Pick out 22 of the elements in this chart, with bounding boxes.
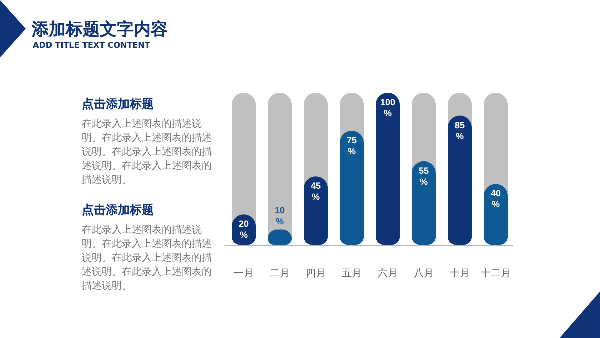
data-label: 45%: [310, 181, 322, 202]
x-tick-label: 六月: [378, 268, 398, 280]
text: 点击添加标题: [82, 96, 155, 113]
text: 在此录入上述图表的描述说明。在此录入上述图表的描述说明。在此录入上述图表的描述说明。在此录入上述图表的描述说明。: [82, 224, 213, 294]
data-label: 55%: [418, 166, 430, 187]
data-label: 75%: [346, 136, 358, 156]
data-label: 10%: [274, 205, 286, 226]
x-tick-label: 十月: [450, 268, 470, 280]
x-tick-label: 二月: [270, 268, 290, 280]
x-tick-label: 四月: [306, 268, 326, 280]
x-tick-label: 一月: [234, 268, 254, 280]
data-label: 100%: [380, 98, 396, 118]
text: 在此录入上述图表的描述说明。在此录入上述图表的描述说明。在此录入上述图表的描述说明。在此录入上述图表的描述说明。: [82, 118, 213, 188]
text: ADD TITLE TEXT CONTENT: [33, 41, 150, 50]
x-tick-label: 八月: [414, 268, 434, 280]
data-label: 40%: [490, 188, 502, 210]
data-label: 20%: [238, 219, 250, 240]
chart-title: 添加标题文字内容: [32, 19, 168, 41]
x-tick-label: 五月: [342, 268, 362, 280]
text: 点击添加标题: [82, 202, 155, 219]
x-tick-label: 十二月: [481, 268, 511, 280]
data-label: 85%: [454, 120, 466, 142]
